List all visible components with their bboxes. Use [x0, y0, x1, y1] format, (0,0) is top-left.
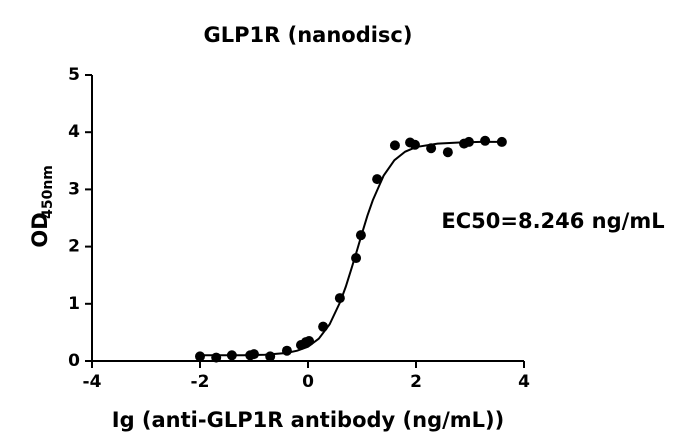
data-point	[195, 351, 205, 362]
data-point	[442, 147, 453, 158]
data-point	[426, 143, 437, 154]
data-point	[496, 136, 507, 147]
data-point	[281, 345, 292, 356]
fit-curve	[200, 140, 503, 357]
chart-title: GLP1R (nanodisc)	[204, 23, 413, 47]
data-point	[409, 139, 420, 150]
data-point	[318, 321, 329, 332]
data-point	[334, 293, 345, 304]
y-tick-label: 0	[68, 351, 80, 371]
y-tick-label: 1	[68, 294, 80, 314]
x-tick-label: 2	[410, 372, 422, 392]
y-label-subscript: 450nm	[40, 165, 56, 219]
data-point	[355, 230, 366, 241]
data-point	[211, 352, 222, 363]
y-label-main: OD	[28, 212, 52, 247]
data-point	[389, 140, 400, 151]
y-tick-label: 3	[68, 179, 80, 199]
y-tick-label: 4	[68, 122, 80, 142]
x-tick-label: 4	[518, 372, 530, 392]
data-point	[265, 351, 276, 362]
data-point	[372, 174, 383, 185]
annotation: EC50=8.246 ng/mL	[441, 209, 664, 233]
x-tick-label: -2	[191, 372, 210, 392]
y-axis-label: OD 450nm	[28, 165, 56, 248]
x-axis-label: Ig (anti-GLP1R antibody (ng/mL))	[112, 408, 505, 432]
x-tick-label: 0	[302, 372, 314, 392]
x-tick-label: -4	[83, 372, 102, 392]
data-point	[480, 135, 491, 146]
y-tick-label: 2	[68, 237, 80, 257]
data-point	[351, 253, 362, 264]
data-point	[226, 350, 237, 361]
y-tick-label: 5	[68, 65, 80, 85]
data-point	[249, 349, 259, 360]
data-point	[304, 335, 315, 346]
data-point	[463, 136, 474, 147]
